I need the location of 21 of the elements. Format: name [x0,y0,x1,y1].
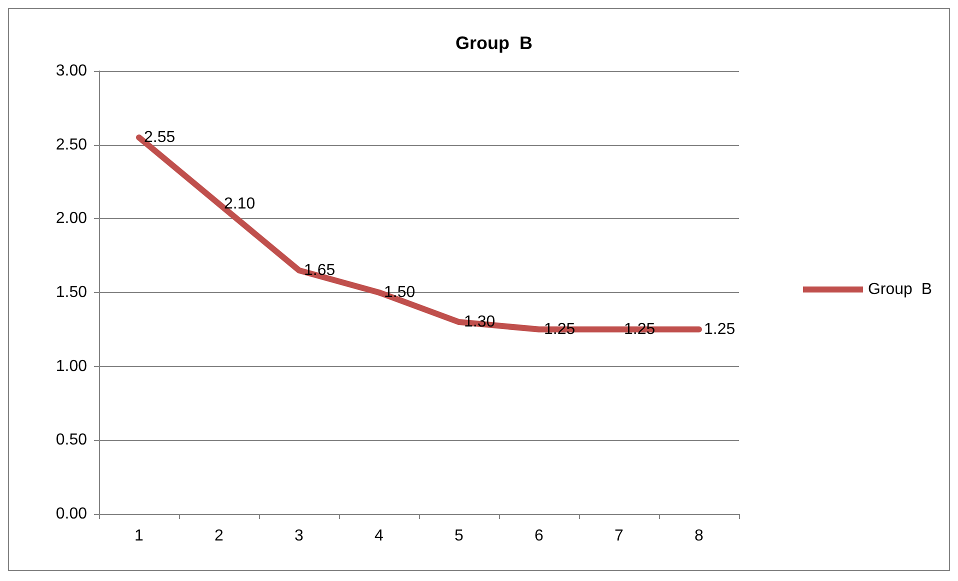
x-tick-label: 5 [454,528,464,544]
y-tick-label: 1.50 [56,284,88,301]
y-tick-label: 2.50 [56,136,88,154]
data-label: 2.55 [144,128,176,146]
x-tick-label: 8 [694,528,704,544]
y-tick-label: 0.00 [56,506,88,522]
data-label: 1.25 [704,320,736,338]
data-label: 2.10 [224,195,256,212]
x-tick-label: 7 [614,528,624,544]
chart-title: Group B [456,33,532,53]
data-label: 1.50 [384,284,416,301]
y-tick-label: 2.00 [56,210,88,228]
y-tick-label: 0.50 [56,432,88,449]
x-tick-label: 6 [534,528,544,544]
x-tick-label: 3 [294,528,304,544]
y-tick-label: 1.00 [56,358,88,375]
y-tick-label: 3.00 [56,62,88,80]
x-tick-label: 1 [134,528,144,544]
legend-label: Group B [868,281,932,298]
x-tick-label: 4 [374,528,384,544]
x-tick-label: 2 [214,528,224,544]
